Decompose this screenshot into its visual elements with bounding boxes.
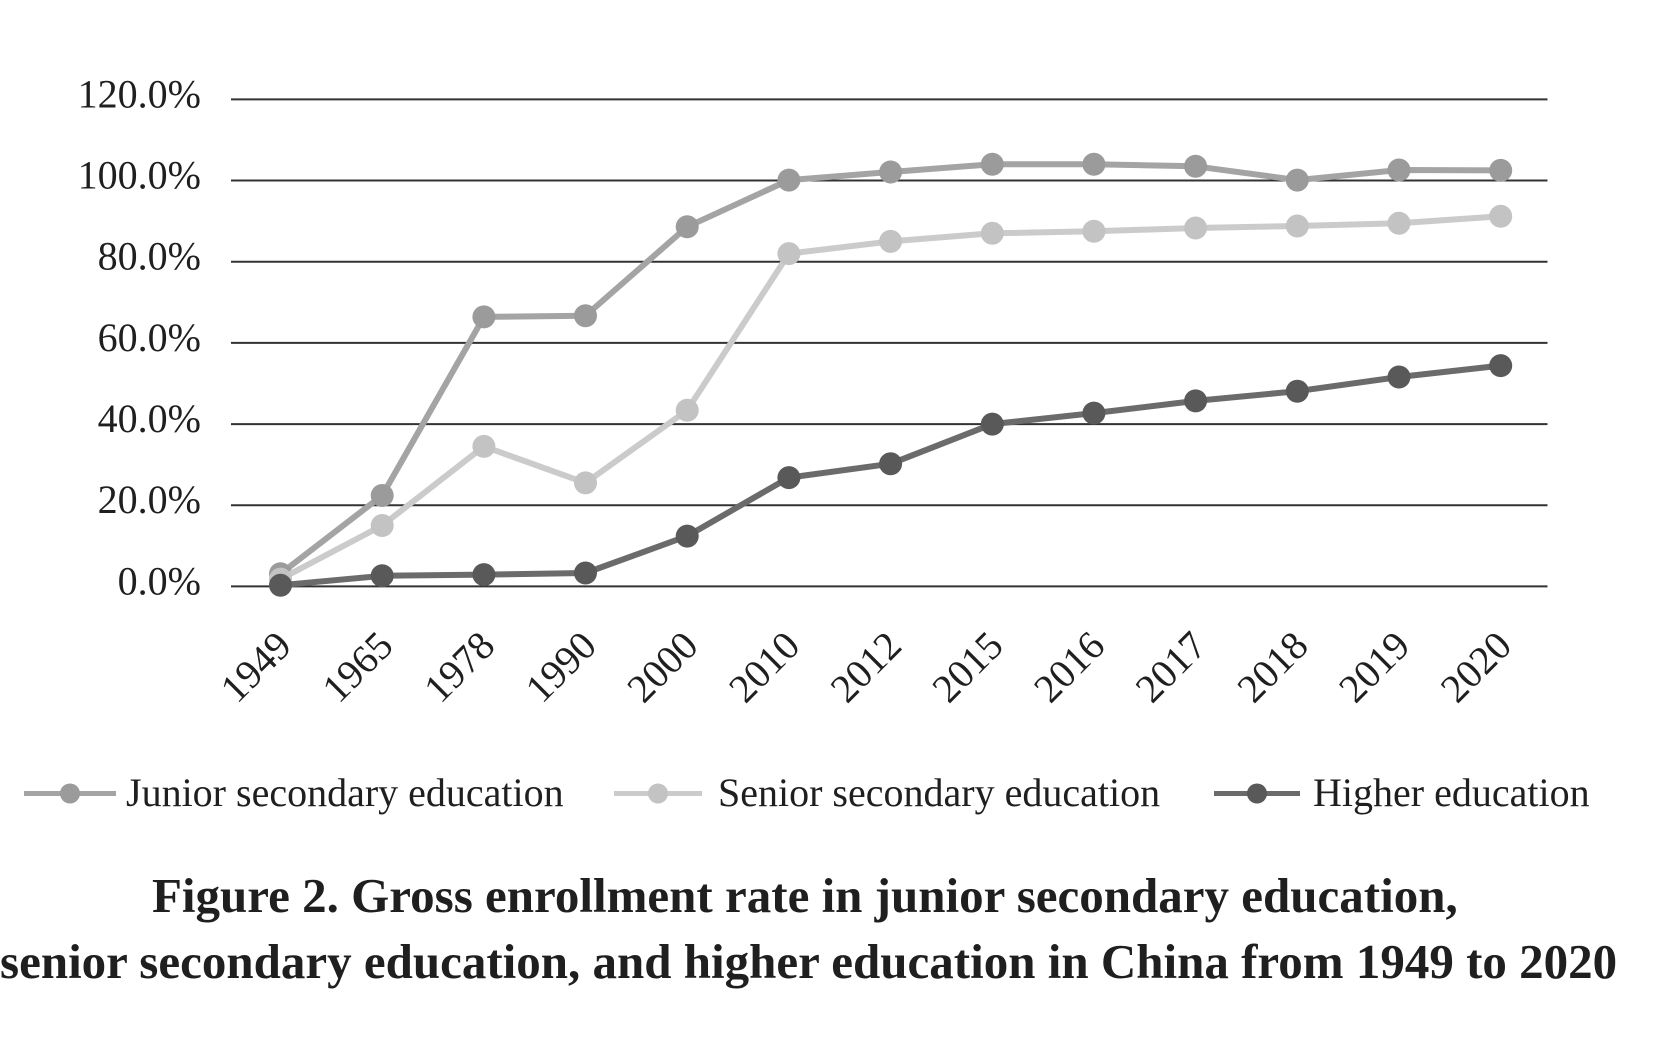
svg-text:senior secondary education, an: senior secondary education, and higher e… — [0, 934, 1617, 989]
svg-text:80.0%: 80.0% — [98, 234, 201, 279]
svg-text:120.0%: 120.0% — [78, 71, 201, 116]
svg-text:Higher education: Higher education — [1313, 770, 1590, 815]
svg-text:20.0%: 20.0% — [98, 477, 201, 522]
svg-text:Junior secondary education: Junior secondary education — [126, 770, 564, 815]
svg-text:100.0%: 100.0% — [78, 153, 201, 198]
svg-text:60.0%: 60.0% — [98, 315, 201, 360]
svg-text:40.0%: 40.0% — [98, 396, 201, 441]
svg-text:0.0%: 0.0% — [118, 558, 201, 603]
svg-text:Figure 2. Gross enrollment rat: Figure 2. Gross enrollment rate in junio… — [152, 868, 1458, 923]
svg-text:Senior secondary education: Senior secondary education — [718, 770, 1160, 815]
